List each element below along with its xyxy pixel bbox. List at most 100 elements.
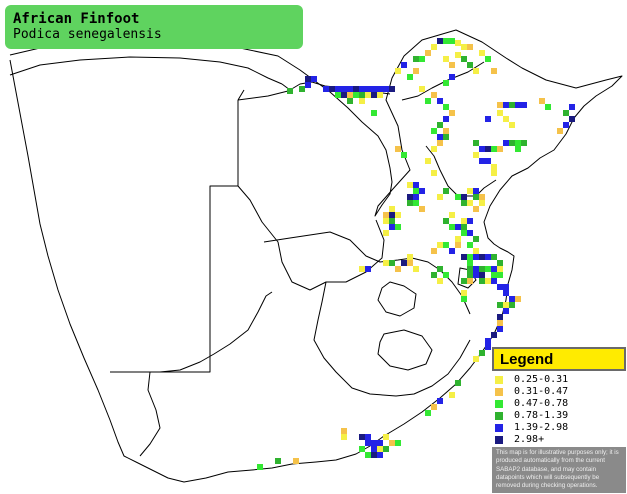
occurrence-cell bbox=[437, 134, 443, 140]
occurrence-cell bbox=[485, 116, 491, 122]
occurrence-cell bbox=[395, 440, 401, 446]
occurrence-cell bbox=[449, 212, 455, 218]
legend-item: 0.31-0.47 bbox=[492, 385, 626, 398]
country-border-8 bbox=[377, 281, 417, 317]
occurrence-cell bbox=[455, 194, 461, 200]
occurrence-cell bbox=[395, 212, 401, 218]
occurrence-cell bbox=[395, 68, 401, 74]
occurrence-cell bbox=[473, 254, 479, 260]
occurrence-cell bbox=[443, 116, 449, 122]
country-border-4 bbox=[210, 185, 385, 291]
occurrence-cell bbox=[461, 44, 467, 50]
coast-upper-left bbox=[9, 56, 283, 85]
occurrence-cell bbox=[449, 110, 455, 116]
occurrence-cell bbox=[461, 224, 467, 230]
occurrence-cell bbox=[503, 116, 509, 122]
country-border-2 bbox=[110, 100, 239, 373]
legend-item-label: 2.98+ bbox=[514, 434, 545, 445]
occurrence-cell bbox=[377, 440, 383, 446]
occurrence-cell bbox=[497, 284, 503, 290]
occurrence-cell bbox=[449, 248, 455, 254]
occurrence-cell bbox=[473, 152, 479, 158]
occurrence-cell bbox=[491, 254, 497, 260]
coast-outline bbox=[9, 29, 623, 483]
occurrence-cell bbox=[311, 76, 317, 82]
occurrence-cell bbox=[389, 218, 395, 224]
occurrence-cell bbox=[407, 194, 413, 200]
legend-item: 0.47-0.78 bbox=[492, 397, 626, 410]
occurrence-cell bbox=[425, 50, 431, 56]
occurrence-cell bbox=[275, 458, 281, 464]
occurrence-cell bbox=[497, 302, 503, 308]
occurrence-cell bbox=[485, 338, 491, 344]
occurrence-cell bbox=[521, 102, 527, 108]
occurrence-cell bbox=[473, 140, 479, 146]
occurrence-cell bbox=[461, 296, 467, 302]
occurrence-cell bbox=[455, 380, 461, 386]
occurrence-cell bbox=[491, 164, 497, 170]
occurrence-cell bbox=[431, 44, 437, 50]
occurrence-cell bbox=[437, 278, 443, 284]
occurrence-cell bbox=[449, 62, 455, 68]
country-border-13 bbox=[401, 61, 485, 101]
occurrence-cell bbox=[473, 266, 479, 272]
occurrence-cell bbox=[413, 56, 419, 62]
occurrence-cell bbox=[383, 218, 389, 224]
occurrence-cell bbox=[473, 236, 479, 242]
occurrence-cell bbox=[485, 146, 491, 152]
occurrence-cell bbox=[359, 92, 365, 98]
occurrence-cell bbox=[425, 158, 431, 164]
occurrence-cell bbox=[473, 356, 479, 362]
occurrence-cell bbox=[473, 206, 479, 212]
occurrence-cell bbox=[503, 140, 509, 146]
occurrence-cell bbox=[449, 224, 455, 230]
occurrence-cell bbox=[509, 296, 515, 302]
occurrence-cell bbox=[371, 92, 377, 98]
occurrence-cell bbox=[467, 230, 473, 236]
occurrence-cell bbox=[455, 224, 461, 230]
legend-header: Legend bbox=[492, 347, 626, 371]
occurrence-cell bbox=[485, 266, 491, 272]
occurrence-cell bbox=[443, 80, 449, 86]
occurrence-cell bbox=[569, 104, 575, 110]
occurrence-cell bbox=[467, 218, 473, 224]
occurrence-cell bbox=[467, 44, 473, 50]
occurrence-cell bbox=[491, 332, 497, 338]
occurrence-cell bbox=[491, 170, 497, 176]
occurrence-cell bbox=[461, 290, 467, 296]
occurrence-cell bbox=[443, 104, 449, 110]
occurrence-cell bbox=[365, 266, 371, 272]
occurrence-cell bbox=[485, 158, 491, 164]
occurrence-cell bbox=[485, 278, 491, 284]
occurrence-cell bbox=[467, 62, 473, 68]
occurrence-cell bbox=[437, 242, 443, 248]
occurrence-cell bbox=[461, 278, 467, 284]
occurrence-cell bbox=[437, 194, 443, 200]
country-border-7 bbox=[313, 281, 471, 397]
occurrence-cell bbox=[479, 146, 485, 152]
occurrence-cell bbox=[503, 290, 509, 296]
legend-item: 0.78-1.39 bbox=[492, 409, 626, 422]
occurrence-cell bbox=[479, 272, 485, 278]
occurrence-cell bbox=[515, 146, 521, 152]
occurrence-cell bbox=[389, 440, 395, 446]
legend-swatch bbox=[495, 376, 503, 384]
occurrence-cell bbox=[413, 188, 419, 194]
occurrence-cell bbox=[467, 278, 473, 284]
occurrence-cell bbox=[479, 200, 485, 206]
legend-item-label: 0.31-0.47 bbox=[514, 386, 569, 397]
occurrence-cell bbox=[497, 102, 503, 108]
legend-item-label: 0.25-0.31 bbox=[514, 374, 569, 385]
occurrence-cell bbox=[323, 86, 329, 92]
occurrence-cell bbox=[491, 146, 497, 152]
legend-swatch bbox=[495, 400, 503, 408]
occurrence-cell bbox=[455, 236, 461, 242]
occurrence-cell bbox=[365, 452, 371, 458]
occurrence-cell bbox=[329, 86, 335, 92]
occurrence-cell bbox=[359, 434, 365, 440]
occurrence-cell bbox=[461, 254, 467, 260]
occurrence-cell bbox=[467, 272, 473, 278]
occurrence-cell bbox=[419, 206, 425, 212]
legend-swatch bbox=[495, 388, 503, 396]
occurrence-cell bbox=[473, 188, 479, 194]
